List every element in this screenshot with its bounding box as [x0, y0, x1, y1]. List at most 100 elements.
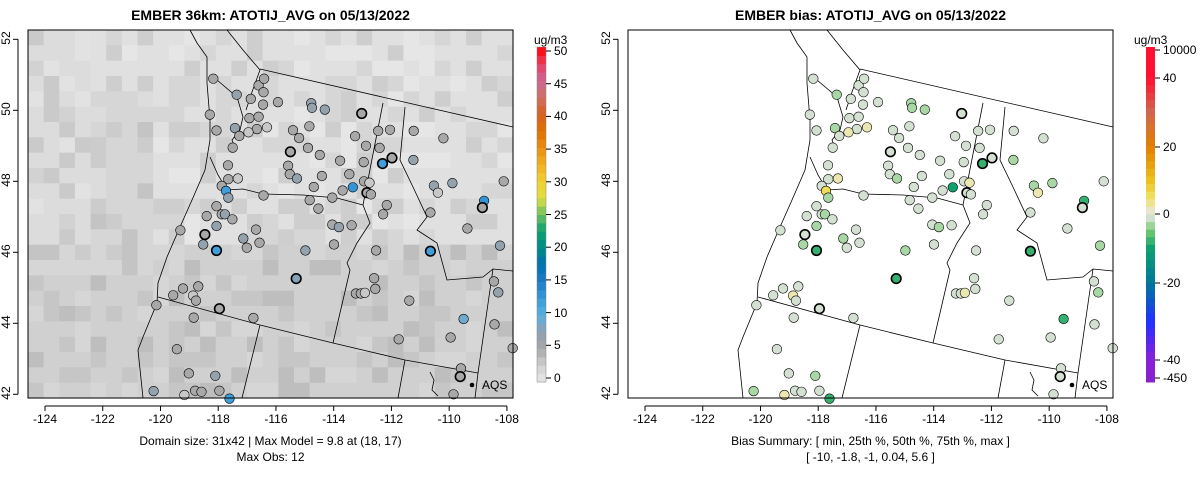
station-marker[interactable]	[976, 158, 989, 170]
station-marker[interactable]	[250, 224, 262, 235]
station-marker[interactable]	[768, 290, 779, 301]
station-marker[interactable]	[248, 312, 259, 324]
station-marker[interactable]	[1047, 178, 1058, 189]
station-marker[interactable]	[831, 89, 842, 100]
station-marker[interactable]	[258, 190, 269, 201]
station-marker[interactable]	[287, 125, 299, 136]
station-marker[interactable]	[906, 102, 918, 113]
station-marker[interactable]	[179, 389, 190, 401]
station-marker[interactable]	[884, 146, 897, 158]
station-marker[interactable]	[834, 130, 845, 141]
station-marker[interactable]	[448, 389, 459, 400]
station-marker[interactable]	[224, 393, 235, 404]
station-marker[interactable]	[902, 142, 914, 153]
station-marker[interactable]	[445, 332, 456, 343]
station-marker[interactable]	[253, 111, 264, 122]
station-marker[interactable]	[183, 368, 194, 379]
station-marker[interactable]	[748, 386, 759, 397]
station-marker[interactable]	[358, 157, 369, 168]
station-marker[interactable]	[393, 334, 404, 345]
station-marker[interactable]	[386, 152, 398, 164]
station-marker[interactable]	[424, 245, 437, 257]
station-marker[interactable]	[476, 202, 489, 214]
station-marker[interactable]	[956, 107, 968, 120]
station-marker[interactable]	[1038, 133, 1049, 144]
station-marker[interactable]	[937, 185, 948, 196]
station-marker[interactable]	[832, 173, 843, 184]
station-marker[interactable]	[227, 214, 238, 225]
station-marker[interactable]	[783, 368, 794, 379]
station-marker[interactable]	[284, 146, 297, 158]
station-marker[interactable]	[245, 93, 256, 104]
station-marker[interactable]	[843, 127, 854, 138]
station-marker[interactable]	[171, 344, 182, 355]
station-marker[interactable]	[238, 233, 249, 244]
station-marker[interactable]	[790, 295, 802, 306]
station-marker[interactable]	[188, 312, 199, 323]
station-marker[interactable]	[177, 283, 189, 294]
station-marker[interactable]	[1076, 202, 1089, 214]
station-marker[interactable]	[971, 245, 982, 256]
station-marker[interactable]	[304, 195, 315, 206]
station-marker[interactable]	[243, 127, 254, 138]
station-marker[interactable]	[272, 96, 284, 108]
station-marker[interactable]	[257, 99, 269, 110]
station-marker[interactable]	[904, 121, 915, 132]
station-marker[interactable]	[196, 386, 207, 397]
station-marker[interactable]	[314, 149, 325, 161]
station-marker[interactable]	[1093, 287, 1104, 298]
station-marker[interactable]	[302, 142, 314, 153]
station-marker[interactable]	[861, 122, 873, 133]
station-marker[interactable]	[374, 142, 385, 153]
station-marker[interactable]	[290, 273, 302, 285]
station-marker[interactable]	[858, 87, 869, 98]
station-marker[interactable]	[494, 240, 506, 251]
station-marker[interactable]	[328, 239, 340, 250]
station-marker[interactable]	[360, 140, 372, 151]
station-marker[interactable]	[946, 220, 957, 231]
station-marker[interactable]	[947, 182, 958, 193]
station-marker[interactable]	[771, 344, 782, 355]
station-marker[interactable]	[811, 201, 822, 212]
station-marker[interactable]	[211, 220, 222, 232]
station-marker[interactable]	[210, 370, 221, 381]
station-marker[interactable]	[308, 181, 319, 193]
station-marker[interactable]	[333, 222, 345, 233]
station-marker[interactable]	[378, 209, 389, 220]
station-marker[interactable]	[801, 211, 812, 222]
station-marker[interactable]	[300, 245, 311, 256]
station-marker[interactable]	[919, 104, 930, 115]
station-marker[interactable]	[858, 190, 869, 201]
station-marker[interactable]	[986, 152, 998, 164]
station-marker[interactable]	[316, 170, 328, 182]
station-marker[interactable]	[799, 229, 811, 241]
station-marker[interactable]	[981, 200, 992, 211]
station-marker[interactable]	[261, 122, 273, 133]
station-marker[interactable]	[168, 290, 179, 301]
station-marker[interactable]	[327, 192, 338, 203]
station-marker[interactable]	[201, 211, 212, 222]
station-marker[interactable]	[890, 273, 902, 285]
station-marker[interactable]	[1098, 176, 1109, 187]
station-marker[interactable]	[969, 273, 980, 284]
station-marker[interactable]	[350, 131, 361, 142]
station-marker[interactable]	[814, 385, 825, 396]
station-marker[interactable]	[462, 223, 473, 234]
station-marker[interactable]	[283, 160, 294, 171]
station-marker[interactable]	[970, 283, 981, 295]
station-marker[interactable]	[908, 181, 919, 193]
station-marker[interactable]	[779, 389, 790, 401]
station-marker[interactable]	[913, 203, 924, 214]
station-marker[interactable]	[319, 104, 330, 115]
station-marker[interactable]	[214, 385, 225, 396]
station-marker[interactable]	[359, 287, 371, 298]
station-marker[interactable]	[373, 125, 384, 136]
station-marker[interactable]	[810, 244, 823, 257]
station-marker[interactable]	[432, 187, 444, 198]
station-marker[interactable]	[1088, 276, 1100, 287]
station-marker[interactable]	[904, 195, 915, 206]
station-marker[interactable]	[959, 287, 971, 298]
station-marker[interactable]	[313, 203, 324, 214]
station-marker[interactable]	[822, 160, 834, 171]
station-marker[interactable]	[798, 239, 809, 250]
